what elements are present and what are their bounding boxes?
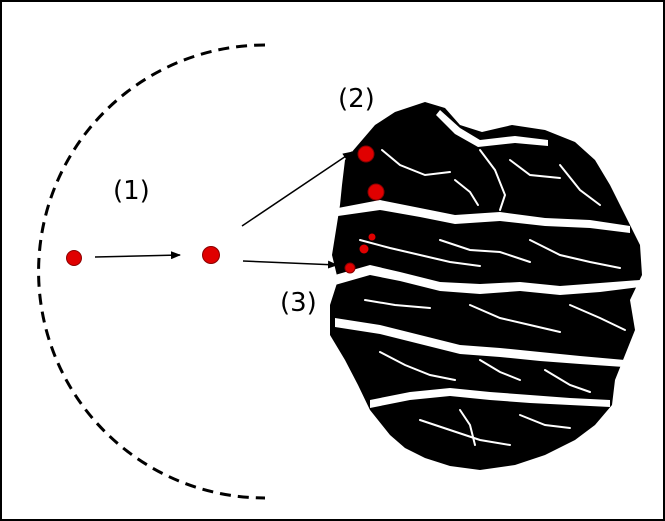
particle-start bbox=[66, 250, 82, 266]
crack-band bbox=[338, 200, 630, 233]
arrow-3 bbox=[242, 260, 338, 269]
particle-fragment-3 bbox=[344, 262, 356, 274]
crack-band bbox=[436, 110, 548, 147]
particle-fragment-1 bbox=[368, 233, 376, 241]
crack-band bbox=[335, 318, 625, 367]
cracked-aggregate bbox=[330, 102, 642, 470]
label-step-2: (2) bbox=[338, 84, 375, 114]
label-step-1: (1) bbox=[113, 176, 150, 206]
dashed-boundary-arc bbox=[37, 43, 266, 500]
particle-fragment-2 bbox=[359, 244, 369, 254]
label-step-3: (3) bbox=[280, 288, 317, 318]
fine-cracks bbox=[359, 149, 626, 446]
particle-reflected-2 bbox=[367, 183, 385, 201]
particle-reflected-1 bbox=[357, 145, 375, 163]
crack-band bbox=[335, 265, 640, 295]
arrow-1 bbox=[94, 251, 181, 260]
crack-band bbox=[370, 388, 610, 408]
arrow-2 bbox=[241, 151, 353, 227]
particle-mid bbox=[202, 246, 220, 264]
